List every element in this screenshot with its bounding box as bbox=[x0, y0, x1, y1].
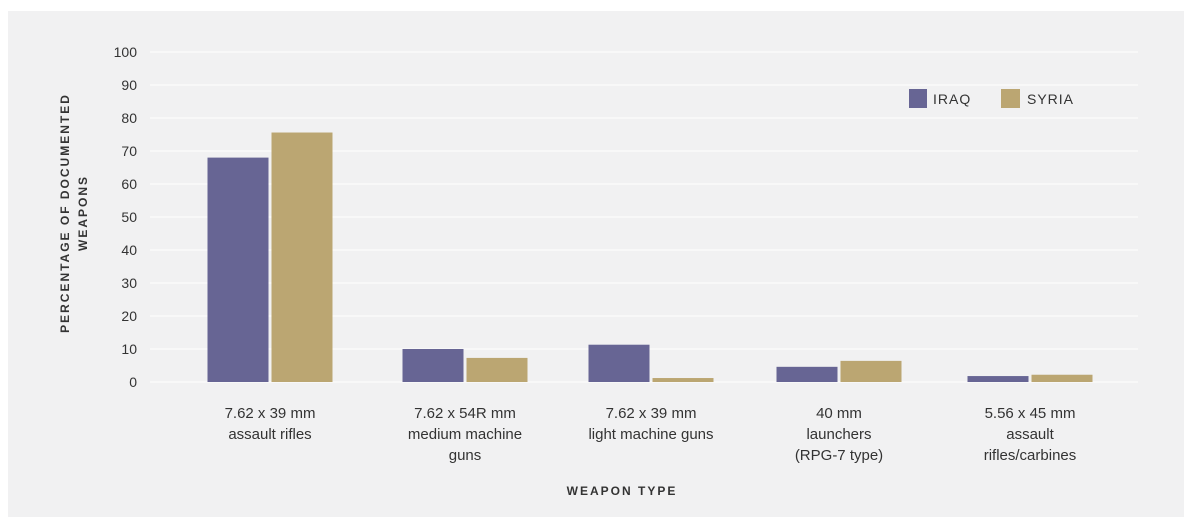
x-category-label: rifles/carbines bbox=[984, 447, 1077, 464]
legend-label-syria: SYRIA bbox=[1027, 91, 1074, 107]
x-category-label: assault bbox=[1006, 426, 1054, 443]
bar-iraq bbox=[776, 366, 838, 382]
y-tick-label: 80 bbox=[121, 110, 137, 126]
y-tick-label: 50 bbox=[121, 209, 137, 225]
y-tick-label: 70 bbox=[121, 143, 137, 159]
bar-iraq bbox=[402, 349, 464, 382]
x-category-label: 40 mm bbox=[816, 405, 862, 422]
legend: IRAQ SYRIA bbox=[909, 89, 1074, 108]
bar-syria bbox=[652, 378, 714, 382]
x-category-label: light machine guns bbox=[588, 426, 713, 443]
bar-iraq bbox=[207, 157, 269, 382]
y-tick-label: 30 bbox=[121, 275, 137, 291]
x-category-label: 7.62 x 39 mm bbox=[225, 405, 316, 422]
bar-syria bbox=[1031, 374, 1093, 382]
x-category-label: medium machine bbox=[408, 426, 522, 443]
y-tick-label: 0 bbox=[129, 374, 137, 390]
legend-swatch-iraq bbox=[909, 89, 927, 108]
bar-syria bbox=[840, 360, 902, 382]
x-category-label: 5.56 x 45 mm bbox=[985, 405, 1076, 422]
bars bbox=[207, 132, 1093, 382]
y-axis-ticks: 0 10 20 30 40 50 60 70 80 90 100 bbox=[114, 44, 138, 390]
y-tick-label: 10 bbox=[121, 341, 137, 357]
y-tick-label: 60 bbox=[121, 176, 137, 192]
legend-label-iraq: IRAQ bbox=[933, 91, 971, 107]
x-category-label: (RPG-7 type) bbox=[795, 447, 883, 464]
x-axis-categories: 7.62 x 39 mm assault rifles 7.62 x 54R mm m… bbox=[225, 405, 1077, 464]
x-category-label: assault rifles bbox=[228, 426, 311, 443]
x-axis-title: WEAPON TYPE bbox=[567, 484, 678, 498]
y-tick-label: 20 bbox=[121, 308, 137, 324]
bar-syria bbox=[271, 132, 333, 382]
x-category-label: 7.62 x 39 mm bbox=[606, 405, 697, 422]
bar-syria bbox=[466, 357, 528, 382]
x-category-label: guns bbox=[449, 447, 482, 464]
bar-iraq bbox=[967, 376, 1029, 382]
y-axis-title-line-1: PERCENTAGE OF DOCUMENTED bbox=[58, 93, 72, 333]
bar-iraq bbox=[588, 344, 650, 382]
x-category-label: launchers bbox=[806, 426, 871, 443]
legend-swatch-syria bbox=[1001, 89, 1020, 108]
y-tick-label: 90 bbox=[121, 77, 137, 93]
y-tick-label: 100 bbox=[114, 44, 138, 60]
chart-panel bbox=[8, 11, 1184, 517]
y-axis-title-line-2: WEAPONS bbox=[76, 175, 90, 251]
y-tick-label: 40 bbox=[121, 242, 137, 258]
x-category-label: 7.62 x 54R mm bbox=[414, 405, 516, 422]
